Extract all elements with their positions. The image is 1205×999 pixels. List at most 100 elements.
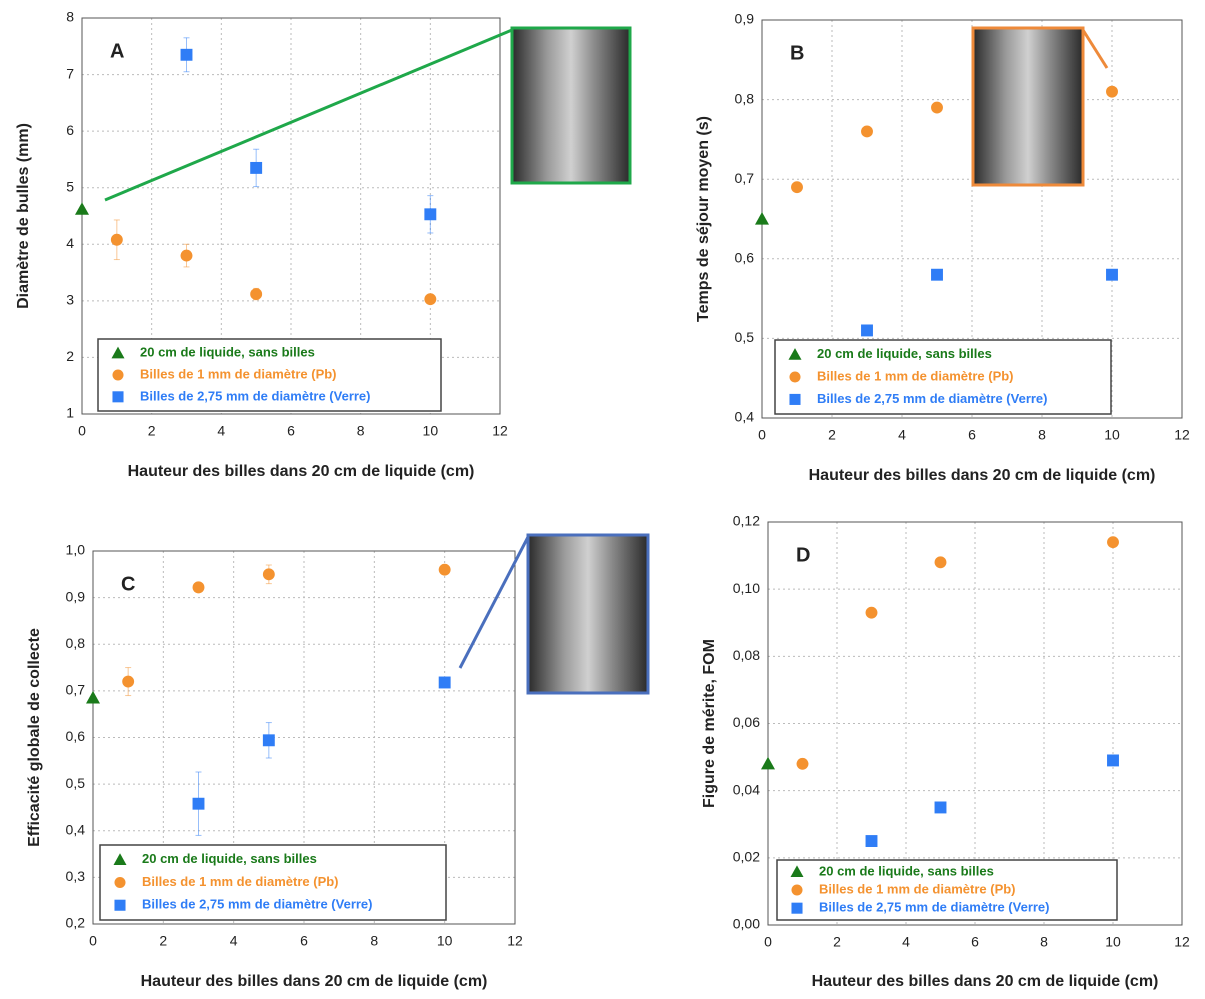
data-point	[934, 801, 947, 814]
x-tick-label: 6	[300, 933, 308, 949]
x-axis-title: Hauteur des billes dans 20 cm de liquide…	[128, 463, 475, 480]
x-tick-label: 2	[833, 934, 841, 950]
data-point	[861, 125, 873, 138]
legend-label: Billes de 2,75 mm de diamètre (Verre)	[142, 897, 373, 912]
data-point	[934, 556, 947, 569]
x-tick-label: 8	[1038, 427, 1046, 443]
legend-label: Billes de 2,75 mm de diamètre (Verre)	[817, 391, 1048, 406]
y-tick-label: 0,6	[66, 728, 86, 744]
legend-label: 20 cm de liquide, sans billes	[142, 851, 317, 866]
data-point	[931, 101, 943, 114]
x-tick-label: 10	[437, 933, 453, 949]
data-point	[865, 835, 878, 847]
y-tick-label: 0,7	[66, 682, 86, 698]
legend-label: Billes de 2,75 mm de diamètre (Verre)	[140, 388, 371, 403]
y-tick-label: 0,10	[733, 580, 760, 596]
data-point	[1107, 536, 1119, 549]
legend-marker	[791, 884, 803, 896]
x-tick-label: 12	[492, 423, 508, 439]
y-tick-label: 3	[66, 292, 74, 308]
y-tick-label: 0,9	[66, 588, 86, 604]
data-point	[75, 202, 89, 215]
data-point	[86, 690, 100, 704]
y-tick-label: 0,08	[733, 647, 760, 663]
data-point	[791, 181, 803, 194]
data-point	[755, 212, 769, 225]
inset-photo	[526, 533, 650, 695]
data-point	[761, 756, 775, 770]
legend-marker	[789, 393, 801, 405]
y-tick-label: 0,04	[733, 781, 760, 797]
x-tick-label: 8	[1040, 934, 1048, 950]
inset-link	[458, 536, 530, 669]
x-tick-label: 0	[764, 934, 772, 950]
x-tick-label: 10	[1104, 427, 1120, 443]
data-point	[110, 233, 123, 246]
panel-label: D	[796, 544, 810, 566]
y-tick-label: 0,9	[735, 11, 755, 27]
data-point	[438, 676, 451, 689]
legend-marker	[112, 369, 124, 381]
panel-label: C	[121, 573, 135, 595]
y-axis-title: Efficacité globale de collecte	[26, 628, 43, 847]
y-tick-label: 0,00	[733, 916, 760, 932]
legend-marker	[788, 348, 802, 360]
legend-marker	[113, 853, 127, 865]
legend-box	[776, 859, 1118, 921]
y-tick-label: 8	[66, 9, 74, 25]
data-point	[1106, 85, 1118, 98]
panel-label: A	[110, 40, 124, 62]
legend-label: Billes de 1 mm de diamètre (Pb)	[140, 366, 337, 381]
x-axis-title: Hauteur des billes dans 20 cm de liquide…	[141, 973, 488, 990]
data-point	[192, 581, 205, 594]
data-point	[262, 734, 275, 747]
legend-marker	[114, 899, 126, 911]
x-tick-label: 12	[507, 933, 523, 949]
plot-frame	[81, 17, 501, 415]
data-point	[861, 324, 873, 337]
y-tick-label: 0,8	[735, 90, 755, 106]
data-point	[931, 268, 943, 281]
y-axis-title: Figure de mérite, FOM	[701, 639, 718, 808]
plot-frame	[767, 521, 1183, 926]
plot-frame	[92, 550, 516, 925]
inset-link	[1081, 29, 1109, 69]
y-tick-label: 6	[66, 122, 74, 138]
legend-box	[774, 339, 1112, 415]
x-tick-label: 4	[217, 423, 225, 439]
data-point	[1106, 268, 1118, 281]
x-tick-label: 8	[357, 423, 365, 439]
x-tick-label: 2	[159, 933, 167, 949]
legend-label: 20 cm de liquide, sans billes	[140, 345, 315, 360]
x-tick-label: 2	[148, 423, 156, 439]
legend-label: 20 cm de liquide, sans billes	[819, 863, 994, 878]
x-tick-label: 10	[423, 423, 439, 439]
y-tick-label: 0,5	[66, 775, 86, 791]
data-point	[250, 288, 263, 301]
x-tick-label: 6	[968, 427, 976, 443]
y-tick-label: 0,6	[735, 250, 755, 266]
legend-marker	[789, 371, 801, 383]
y-tick-label: 0,2	[66, 915, 86, 931]
x-tick-label: 0	[89, 933, 97, 949]
data-point	[180, 249, 193, 262]
y-tick-label: 4	[66, 235, 74, 251]
y-tick-label: 1	[66, 405, 74, 421]
data-point	[424, 208, 437, 221]
data-point	[180, 48, 193, 61]
x-tick-label: 12	[1174, 427, 1190, 443]
data-point	[192, 797, 205, 810]
data-point	[1107, 754, 1119, 767]
data-point	[424, 293, 437, 306]
data-point	[122, 675, 135, 688]
y-tick-label: 5	[66, 178, 74, 194]
x-tick-label: 6	[287, 423, 295, 439]
x-axis-title: Hauteur des billes dans 20 cm de liquide…	[812, 973, 1159, 990]
y-axis-title: Diamètre de bulles (mm)	[15, 123, 32, 309]
legend-marker	[114, 876, 126, 889]
inset-photo	[971, 26, 1085, 187]
x-tick-label: 4	[902, 934, 910, 950]
y-tick-label: 0,4	[735, 409, 755, 425]
x-tick-label: 0	[78, 423, 86, 439]
